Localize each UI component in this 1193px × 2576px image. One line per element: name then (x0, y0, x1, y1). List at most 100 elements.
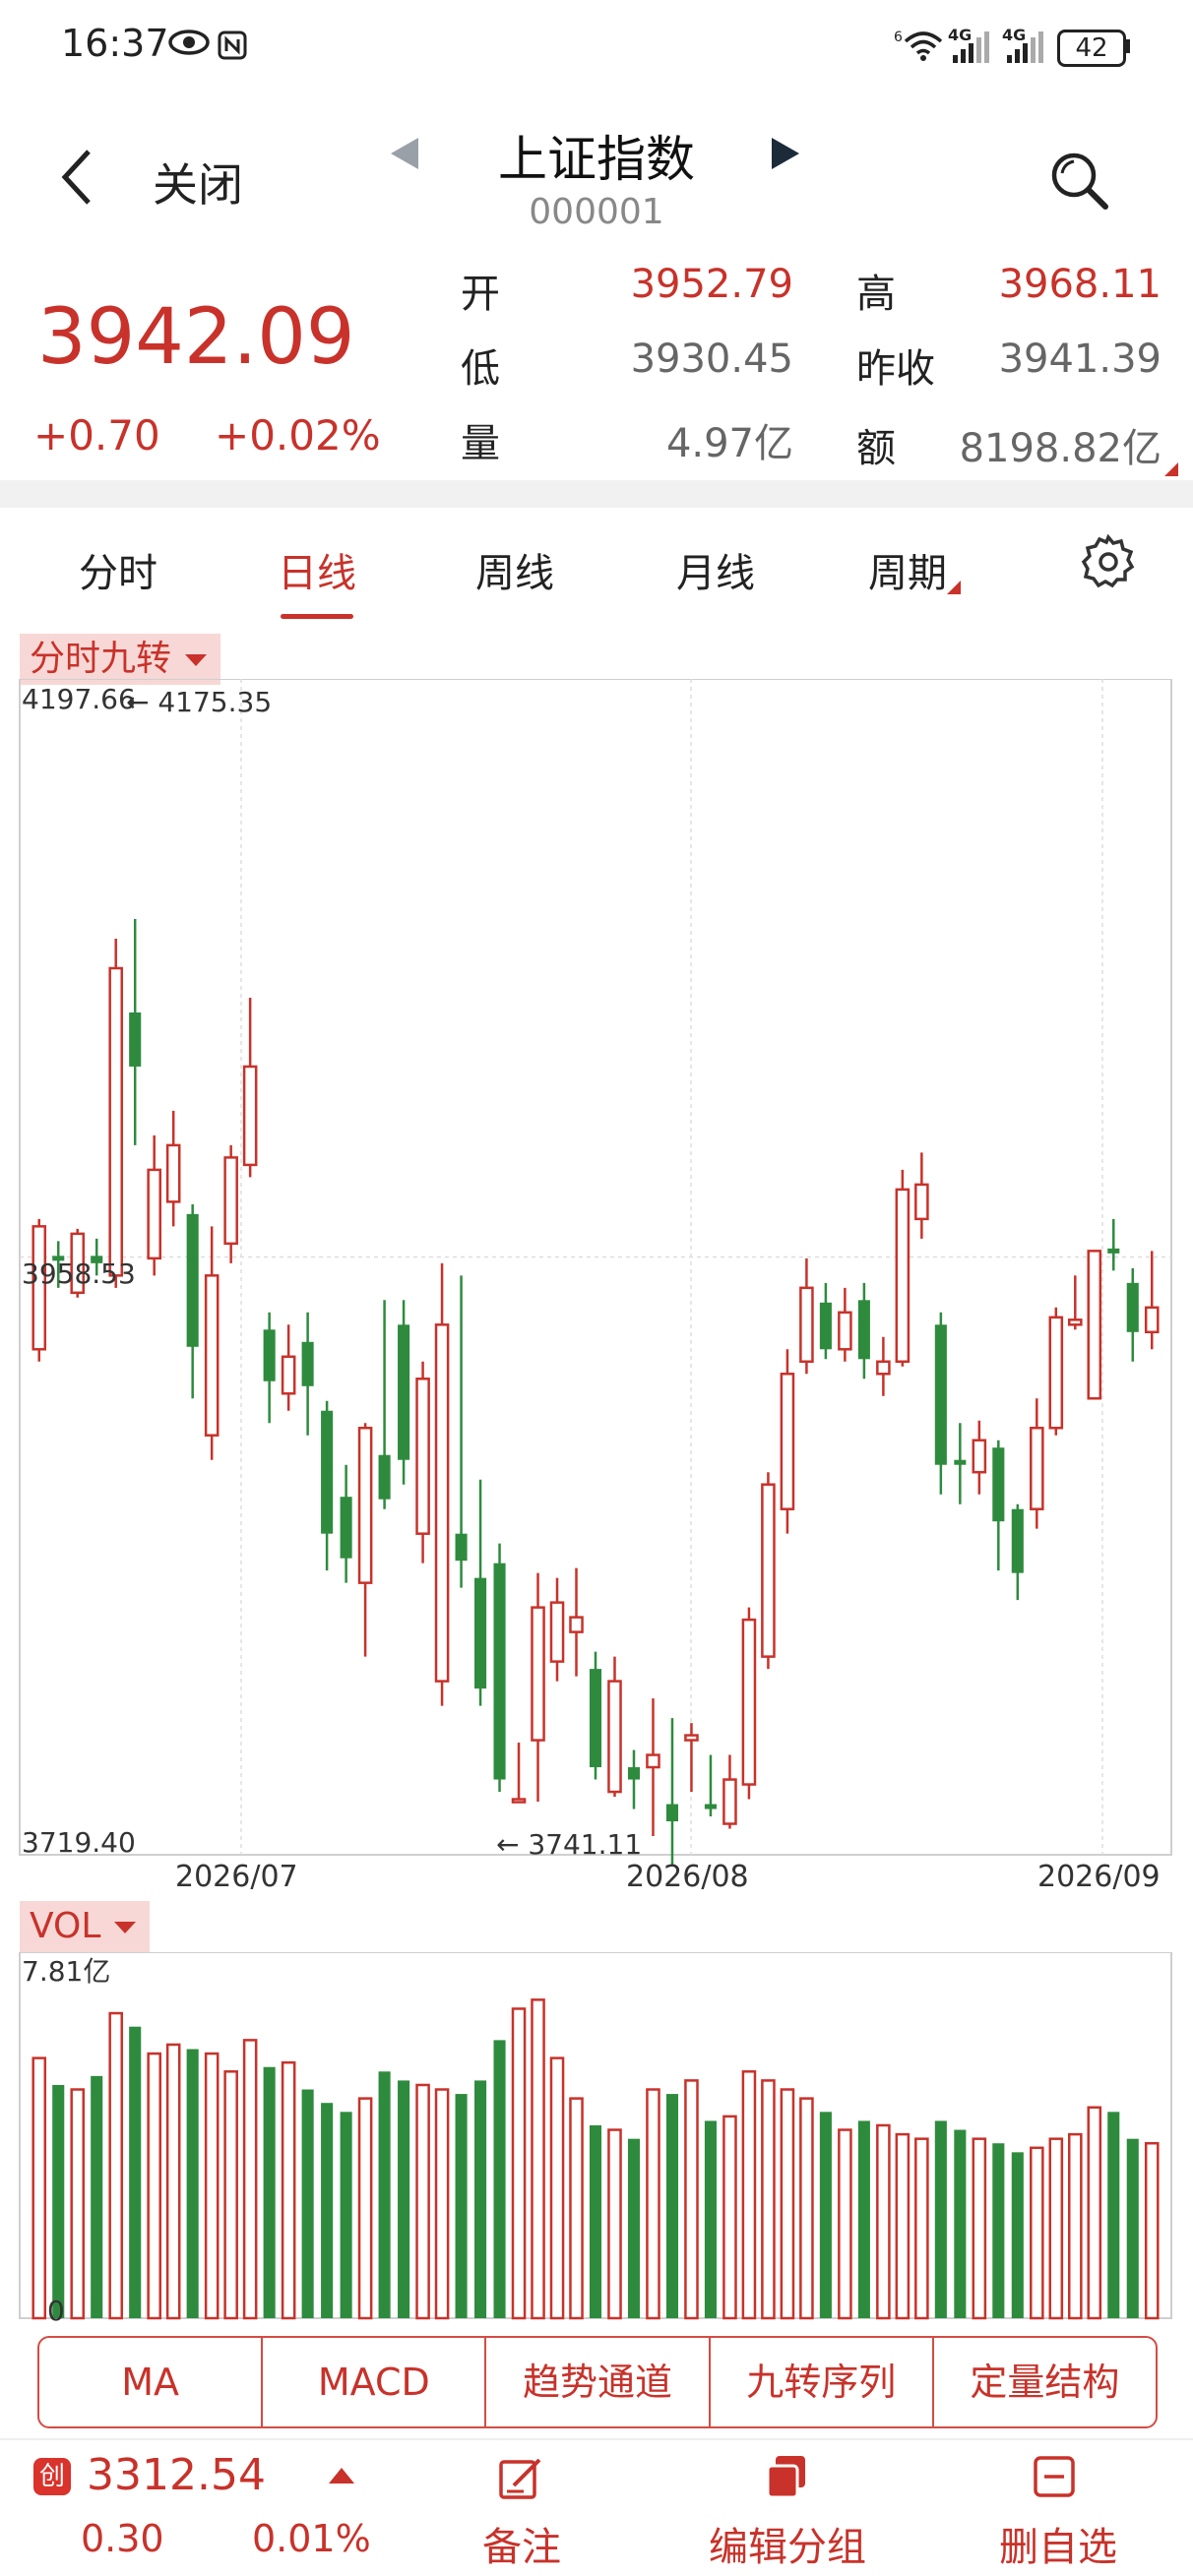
section-divider (0, 480, 1193, 508)
tab-intraday[interactable]: 分时 (79, 551, 157, 596)
nine-turn-sequence-button[interactable]: 九转序列 (711, 2338, 934, 2426)
volume-bar (91, 2075, 103, 2318)
trend-channel-button[interactable]: 趋势通道 (486, 2338, 711, 2426)
quant-structure-button[interactable]: 定量结构 (970, 2361, 1120, 2404)
volume-bar (838, 2128, 852, 2320)
candle-body (684, 1734, 699, 1742)
settings-icon[interactable] (1079, 531, 1138, 594)
ma-button[interactable]: MA (39, 2338, 264, 2426)
status-bar: 16:37 6 4G 4G 42 (0, 0, 1193, 98)
volume-bar (761, 2079, 776, 2320)
candle-body (434, 1323, 450, 1683)
candle-body (511, 1798, 527, 1804)
volume-bar (819, 2112, 832, 2318)
volume-bar (1030, 2146, 1044, 2320)
back-icon[interactable] (59, 148, 94, 211)
prev-stock-icon[interactable] (389, 136, 422, 175)
candle-body (147, 1168, 161, 1260)
volume-bar (972, 2137, 987, 2320)
candlestick-chart[interactable] (0, 679, 1193, 1909)
candle-body (340, 1497, 352, 1559)
main-indicator-selector[interactable]: 分时九转 (20, 634, 221, 685)
field-label-prev-close: 昨收 (856, 346, 935, 392)
volume-bar (589, 2124, 602, 2318)
candle-body (129, 1012, 142, 1067)
volume-bar (549, 2056, 565, 2320)
volume-bar (1126, 2138, 1139, 2318)
volume-bar (301, 2089, 314, 2318)
macd-button[interactable]: MACD (263, 2338, 487, 2426)
candle-body (357, 1426, 373, 1584)
note-icon[interactable] (496, 2454, 545, 2507)
volume-bar (263, 2066, 276, 2318)
candle-body (242, 1065, 258, 1167)
field-label-low: 低 (461, 346, 500, 392)
candle-body (415, 1378, 430, 1535)
volume-bar (321, 2103, 334, 2318)
candle-body (914, 1183, 929, 1221)
high-marker-label: ← 4175.35 (126, 686, 273, 718)
volume-bar (876, 2123, 891, 2320)
active-tab-indicator (281, 614, 353, 619)
date-label-sep: 2026/09 (1037, 1860, 1161, 1894)
edit-group-button[interactable]: 编辑分组 (709, 2525, 866, 2570)
volume-bar (531, 1998, 545, 2320)
candle-body (1067, 1319, 1083, 1326)
period-dropdown-corner (947, 581, 961, 594)
next-stock-icon[interactable] (768, 136, 801, 175)
volume-bar (1087, 2106, 1102, 2320)
vol-indicator-selector[interactable]: VOL (20, 1901, 151, 1952)
volume-bar (281, 2060, 296, 2320)
remove-watchlist-button[interactable]: 删自选 (999, 2525, 1117, 2570)
volume-bar (129, 2026, 142, 2318)
battery-tip (1125, 39, 1130, 53)
y-axis-bottom-label: 3719.40 (22, 1826, 136, 1859)
volume-bar (31, 2056, 47, 2320)
candle-body (31, 1225, 47, 1351)
volume-bar (1144, 2141, 1160, 2320)
field-label-high: 高 (856, 272, 896, 317)
page-title: 上证指数 (498, 131, 695, 188)
y-axis-top-label: 4197.66 (22, 683, 136, 715)
candle-body (1107, 1248, 1120, 1254)
candle-body (780, 1373, 795, 1510)
candle-body (895, 1188, 910, 1364)
volume-bar (1011, 2152, 1024, 2318)
up-arrow-icon (327, 2466, 356, 2489)
dropdown-caret-icon (185, 654, 208, 666)
volume-bar (493, 2040, 506, 2318)
volume-bar (242, 2039, 258, 2320)
volume-bar (474, 2080, 487, 2318)
footer-index-change: 0.30 (81, 2517, 164, 2560)
volume-chart[interactable] (0, 1952, 1193, 2326)
footer-index-value[interactable]: 3312.54 (87, 2450, 266, 2500)
field-value-prev-close: 3941.39 (998, 337, 1162, 382)
tab-daily[interactable]: 日线 (278, 551, 356, 596)
tab-period[interactable]: 周期 (868, 551, 947, 596)
volume-bar (52, 2084, 65, 2318)
footer-bar: 创 3312.54 0.30 0.01% 备注 编辑分组 删自选 (0, 2438, 1193, 2576)
candle-body (819, 1302, 832, 1350)
candle-body (934, 1324, 947, 1465)
tab-weekly[interactable]: 周线 (475, 551, 554, 596)
note-button[interactable]: 备注 (482, 2525, 561, 2570)
volume-bar (223, 2070, 238, 2320)
expand-corner-icon[interactable] (1164, 462, 1178, 476)
volume-bar (511, 2007, 527, 2320)
candle-body (972, 1439, 987, 1474)
price-change-pct: +0.02% (215, 411, 381, 460)
edit-group-icon[interactable] (764, 2452, 811, 2505)
search-icon[interactable] (1048, 150, 1109, 215)
volume-bar (665, 2094, 679, 2318)
close-button[interactable]: 关闭 (153, 158, 243, 212)
quote-panel: 3942.09 +0.70 +0.02% 开 3952.79 高 3968.11… (0, 254, 1193, 480)
chart-frame (19, 679, 1172, 1856)
candle-body (1030, 1426, 1044, 1510)
volume-bar (934, 2120, 947, 2318)
price-change: +0.70 (33, 411, 160, 460)
volume-bar (434, 2088, 450, 2320)
tab-monthly[interactable]: 月线 (676, 551, 755, 596)
stock-code: 000001 (529, 192, 664, 232)
volume-bar (398, 2080, 410, 2318)
remove-watchlist-icon[interactable] (1032, 2454, 1077, 2503)
